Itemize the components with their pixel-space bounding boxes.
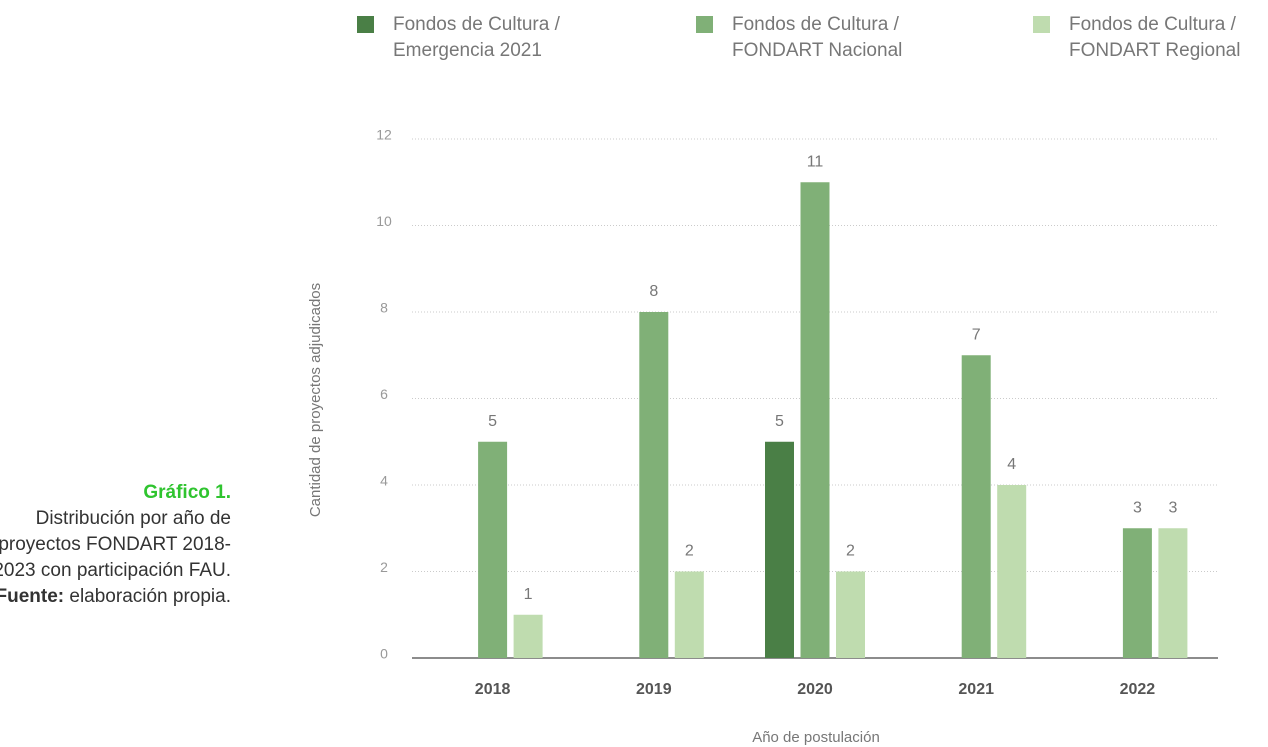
data-label: 2 [846, 543, 855, 560]
bar [1158, 528, 1188, 658]
data-label: 3 [1168, 499, 1177, 516]
legend-label: Fondos de Cultura / FONDART Regional [1069, 14, 1241, 61]
data-label: 5 [775, 413, 784, 430]
y-tick-label: 2 [380, 559, 388, 575]
legend-label: Fondos de Cultura / FONDART Nacional [732, 14, 903, 61]
bar [836, 571, 865, 658]
bar [800, 182, 830, 658]
y-axis-label: Cantidad de proyectos adjudicados [307, 283, 324, 517]
y-tick-label: 8 [380, 300, 388, 316]
legend-label: Fondos de Cultura / Emergencia 2021 [393, 14, 560, 61]
caption-source-text: elaboración propia. [69, 586, 231, 607]
caption-text: Distribución por año de proyectos FONDAR… [0, 508, 231, 581]
y-tick-label: 6 [380, 386, 388, 402]
x-axis-label: Año de postulación [752, 729, 880, 746]
x-tick-label: 2022 [1120, 681, 1156, 698]
legend-item: Fondos de Cultura / FONDART Nacional [696, 12, 932, 64]
bar [639, 312, 669, 658]
y-tick-label: 10 [376, 213, 392, 229]
data-label: 4 [1007, 456, 1016, 473]
data-label: 2 [685, 543, 694, 560]
x-tick-label: 2020 [797, 681, 833, 698]
data-label: 1 [524, 586, 533, 603]
bar [961, 355, 991, 658]
data-label: 11 [807, 153, 824, 170]
legend-swatch [357, 16, 374, 33]
bar [478, 441, 508, 658]
bar [765, 441, 794, 658]
legend-swatch [696, 16, 713, 33]
data-label: 3 [1133, 499, 1142, 516]
caption: Gráfico 1. Distribución por año de proye… [0, 480, 231, 610]
bar [997, 485, 1027, 658]
y-tick-label: 4 [380, 473, 388, 489]
y-tick-label: 0 [380, 646, 388, 662]
legend-item: Fondos de Cultura / Emergencia 2021 [357, 12, 593, 64]
legend-swatch [1033, 16, 1050, 33]
legend-item: Fondos de Cultura / FONDART Regional [1033, 12, 1268, 64]
data-label: 5 [488, 413, 497, 430]
y-tick-label: 12 [376, 127, 392, 143]
data-label: 8 [649, 283, 658, 300]
x-tick-label: 2019 [636, 681, 672, 698]
bar [1122, 528, 1152, 658]
bar [674, 571, 704, 658]
data-label: 7 [972, 326, 981, 343]
bar [513, 614, 543, 658]
caption-label: Gráfico 1. [143, 482, 231, 503]
x-tick-label: 2018 [475, 681, 511, 698]
x-tick-label: 2021 [958, 681, 994, 698]
caption-source-label: Fuente: [0, 586, 65, 607]
